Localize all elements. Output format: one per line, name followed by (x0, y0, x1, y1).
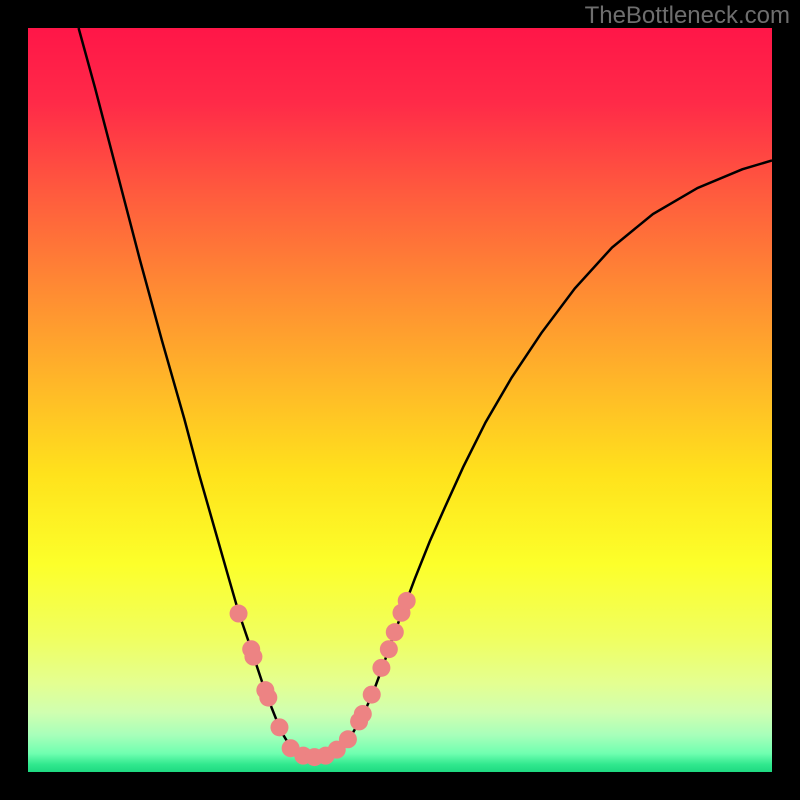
curve-marker (244, 648, 262, 666)
curve-marker (354, 705, 372, 723)
bottleneck-chart (0, 0, 800, 800)
curve-marker (339, 730, 357, 748)
watermark-text: TheBottleneck.com (585, 2, 790, 30)
curve-marker (270, 718, 288, 736)
curve-marker (259, 689, 277, 707)
curve-marker (398, 592, 416, 610)
curve-marker (386, 623, 404, 641)
figure-root: { "watermark": { "text": "TheBottleneck.… (0, 0, 800, 800)
plot-background (28, 28, 772, 772)
curve-marker (372, 659, 390, 677)
curve-marker (230, 605, 248, 623)
curve-marker (380, 640, 398, 658)
curve-marker (363, 686, 381, 704)
